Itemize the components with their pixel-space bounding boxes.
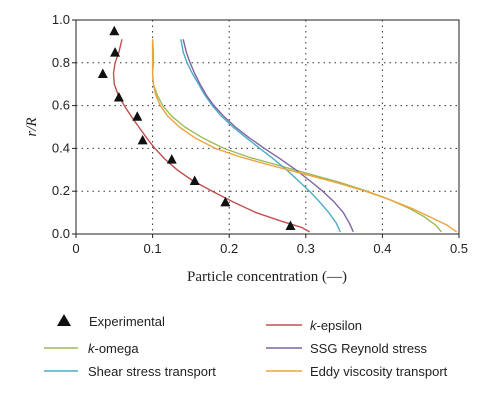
- y-tick-label-1: 0.2: [52, 183, 70, 198]
- experimental-point-6: [166, 154, 177, 164]
- y-axis-ticks: 0.0 0.2 0.4 0.6 0.8 1.0: [52, 12, 76, 241]
- legend-experimental-marker: [57, 314, 71, 326]
- y-tick-label-4: 0.8: [52, 55, 70, 70]
- x-tick-label-4: 0.4: [373, 241, 391, 256]
- experimental-point-7: [189, 175, 200, 185]
- legend: Experimental k-epsilon k-omega SSG Reyno…: [44, 314, 448, 379]
- series-line-k-epsilon: [112, 39, 310, 233]
- legend-k-omega-label: k-omega: [88, 341, 139, 356]
- series-line-shear-stress-transport: [180, 39, 341, 233]
- x-axis-label: Particle concentration (—): [187, 269, 347, 285]
- x-tick-label-2: 0.2: [220, 241, 238, 256]
- legend-sst-label: Shear stress transport: [88, 364, 216, 379]
- series-line-ssg-reynold-stress: [182, 39, 354, 233]
- legend-k-epsilon-label: k-epsilon: [310, 318, 362, 333]
- experimental-point-8: [220, 196, 231, 207]
- experimental-point-1: [110, 47, 121, 57]
- plot-frame: [75, 19, 460, 235]
- grid-lines: [76, 20, 459, 234]
- experimental-point-5: [137, 134, 148, 145]
- legend-k-epsilon-prefix: k: [310, 318, 318, 333]
- experimental-markers: [97, 25, 296, 230]
- legend-evt-label: Eddy viscosity transport: [310, 364, 448, 379]
- legend-k-omega-suffix: -omega: [95, 341, 140, 356]
- y-tick-label-3: 0.6: [52, 98, 70, 113]
- experimental-point-2: [97, 68, 108, 78]
- legend-ssg-label: SSG Reynold stress: [310, 341, 428, 356]
- experimental-point-9: [285, 220, 296, 230]
- x-tick-label-1: 0.1: [144, 241, 162, 256]
- x-tick-label-5: 0.5: [450, 241, 468, 256]
- legend-experimental-label: Experimental: [89, 314, 165, 329]
- experimental-point-4: [132, 111, 143, 121]
- legend-k-omega-prefix: k: [88, 341, 96, 356]
- y-tick-label-0: 0.0: [52, 226, 70, 241]
- experimental-point-0: [109, 25, 120, 36]
- y-axis-label: r/R: [24, 117, 40, 136]
- x-axis-ticks: 0 0.1 0.2 0.3 0.4 0.5: [72, 234, 468, 256]
- series-line-eddy-viscosity-transport: [151, 39, 458, 233]
- series-lines: [112, 39, 458, 233]
- experimental-point-3: [113, 92, 124, 102]
- legend-k-epsilon-suffix: -epsilon: [317, 318, 363, 333]
- y-tick-label-2: 0.4: [52, 140, 70, 155]
- x-tick-label-3: 0.3: [297, 241, 315, 256]
- x-tick-label-0: 0: [72, 241, 79, 256]
- y-tick-label-5: 1.0: [52, 12, 70, 27]
